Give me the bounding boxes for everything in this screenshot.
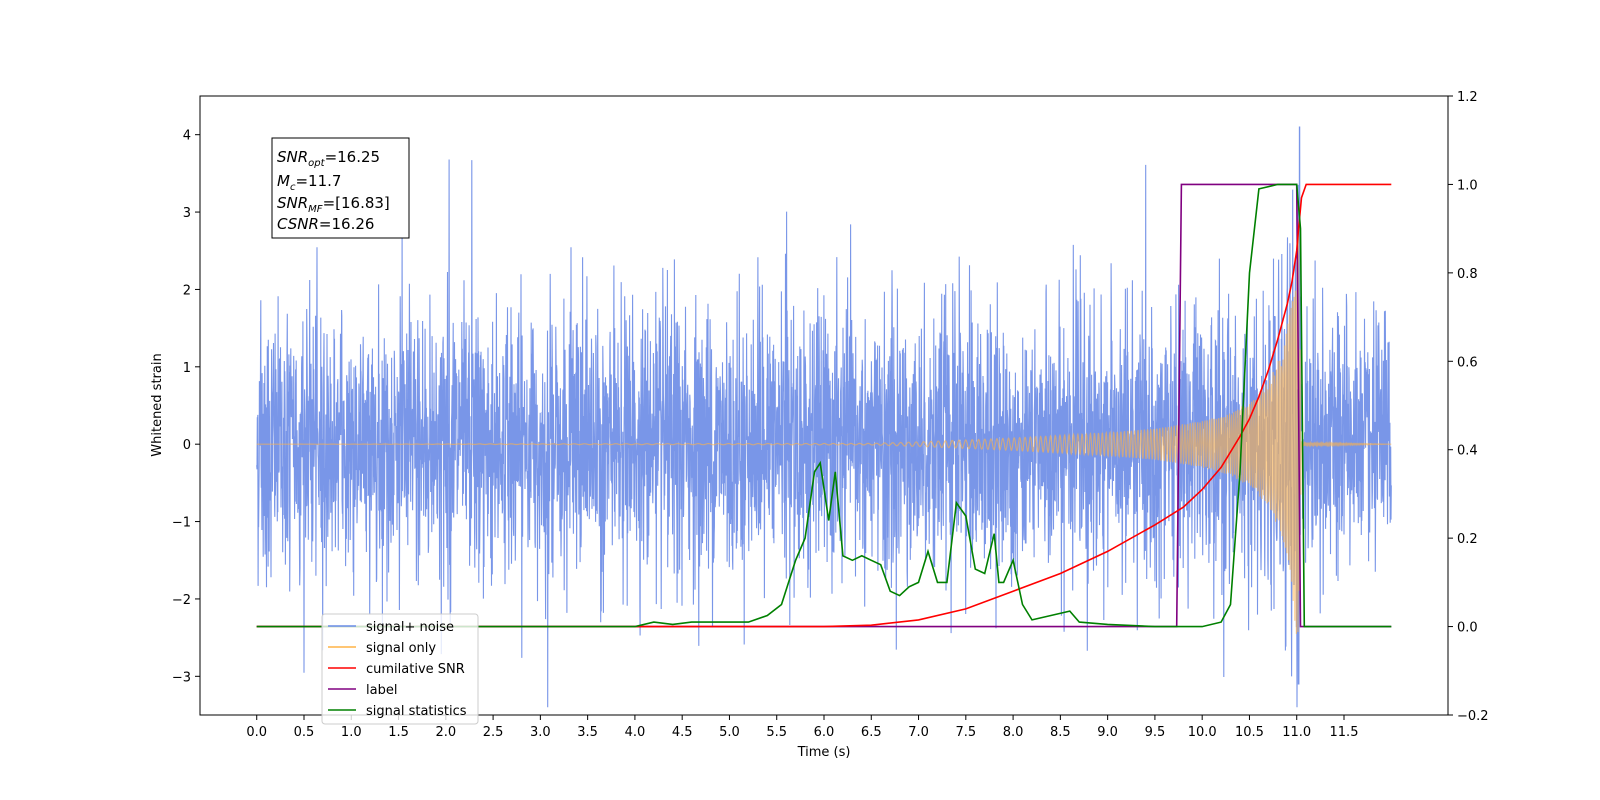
x-tick-label: 1.5: [388, 725, 409, 740]
svg-text:cumilative SNR: cumilative SNR: [366, 662, 465, 677]
x-tick-label: 10.0: [1188, 725, 1217, 740]
legend: signal+ noise signal only cumilative SNR…: [321, 613, 479, 725]
legend-item-cumulative-snr: cumilative SNR: [328, 662, 465, 677]
y-tick-label-left: −2: [172, 593, 191, 608]
x-tick-label: 6.5: [861, 725, 882, 740]
x-tick-label: 6.0: [814, 725, 835, 740]
x-tick-label: 2.0: [435, 725, 456, 740]
svg-text:signal only: signal only: [366, 641, 436, 656]
x-tick-label: 10.5: [1235, 725, 1264, 740]
series-signal-noise: [256, 126, 1392, 708]
series-cumulative-snr: [256, 183, 1392, 628]
legend-item-label: label: [328, 683, 397, 698]
x-tick-label: 8.0: [1003, 725, 1024, 740]
annotation-csnr: CSNR=16.26: [277, 215, 374, 233]
y-tick-label-right: 0.6: [1457, 355, 1478, 370]
x-tick-label: 9.5: [1145, 725, 1166, 740]
x-tick-label: 2.5: [483, 725, 504, 740]
x-tick-label: 4.5: [672, 725, 693, 740]
y-tick-label-right: 0.2: [1457, 532, 1478, 547]
y-tick-label-left: 3: [183, 206, 191, 221]
y-tick-label-left: 0: [183, 438, 191, 453]
x-tick-label: 11.0: [1282, 725, 1311, 740]
series-signal-only: [256, 227, 1392, 634]
y-tick-label-right: 0.4: [1457, 444, 1478, 459]
y-tick-label-right: −0.2: [1457, 709, 1489, 724]
y-tick-label-left: 1: [183, 361, 191, 376]
x-tick-label: 11.5: [1330, 725, 1359, 740]
annotation-snr-mf: SNRMF=[16.83]: [277, 194, 390, 215]
x-tick-label: 3.0: [530, 725, 551, 740]
y-tick-label-left: 4: [183, 129, 191, 144]
x-tick-label: 5.5: [766, 725, 787, 740]
legend-item-signal-noise: signal+ noise: [328, 620, 454, 635]
x-tick-label: 7.5: [955, 725, 976, 740]
legend-item-signal-only: signal only: [328, 641, 436, 656]
y-tick-label-left: −3: [172, 670, 191, 685]
y-tick-label-left: 2: [183, 283, 191, 298]
y-ticks-left: −3 −2 −1 0 1 2 3 4: [172, 129, 200, 685]
y-tick-label-right: 1.2: [1457, 90, 1478, 105]
x-tick-label: 4.0: [625, 725, 646, 740]
x-ticks: 0.0 0.5 1.0 1.5 2.0 2.5 3.0 3.5 4.0 4.5 5.0 5.5 6.0 6…: [246, 715, 1358, 740]
y-axis-label-left: Whitened strain: [150, 353, 165, 456]
x-tick-label: 1.0: [341, 725, 362, 740]
svg-text:signal+ noise: signal+ noise: [366, 620, 454, 635]
annotation-box: SNRopt=16.25 Mc=11.7 SNRMF=[16.83] CSNR=…: [271, 137, 410, 239]
y-tick-label-right: 0.0: [1457, 621, 1478, 636]
y-tick-label-right: 1.0: [1457, 178, 1478, 193]
y-ticks-right: −0.2 0.0 0.2 0.4 0.6 0.8 1.0 1.2: [1448, 90, 1489, 724]
svg-text:signal statistics: signal statistics: [366, 704, 467, 719]
y-tick-label-left: −1: [172, 516, 191, 531]
x-tick-label: 7.0: [908, 725, 929, 740]
y-tick-label-right: 0.8: [1457, 267, 1478, 282]
x-tick-label: 3.5: [577, 725, 598, 740]
series-signal-statistics: [256, 183, 1392, 628]
svg-text:label: label: [366, 683, 397, 698]
series-layer: [256, 126, 1392, 708]
x-tick-label: 5.0: [719, 725, 740, 740]
annotation-snr-opt: SNRopt=16.25: [277, 148, 380, 169]
legend-item-signal-statistics: signal statistics: [328, 704, 467, 719]
x-axis-label: Time (s): [797, 745, 851, 760]
x-tick-label: 0.0: [246, 725, 267, 740]
x-tick-label: 9.0: [1097, 725, 1118, 740]
x-tick-label: 0.5: [294, 725, 315, 740]
x-tick-label: 8.5: [1050, 725, 1071, 740]
annotation-mc: Mc=11.7: [277, 172, 341, 193]
